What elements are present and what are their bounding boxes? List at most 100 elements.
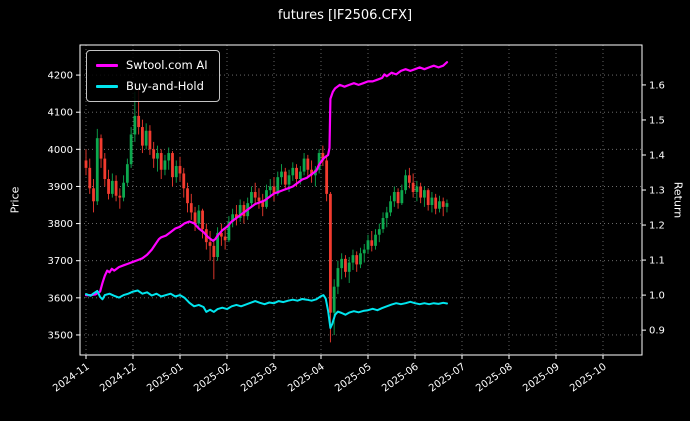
- candle-body: [92, 188, 95, 202]
- y-tick-label-left: 4200: [48, 71, 73, 82]
- candle-body: [344, 258, 347, 272]
- y-tick-label-left: 3700: [48, 256, 73, 267]
- candle-body: [419, 186, 423, 198]
- candle-body: [321, 153, 325, 161]
- candle-body: [141, 127, 144, 146]
- candle-body: [295, 167, 298, 180]
- candle-body: [325, 160, 329, 194]
- candle-body: [178, 166, 182, 174]
- candle-body: [95, 138, 99, 202]
- candle-body: [235, 214, 238, 219]
- x-tick-label: 2025-04: [286, 361, 327, 394]
- candle-body: [84, 160, 88, 168]
- candle-body: [434, 197, 438, 209]
- candle-body: [253, 192, 257, 198]
- candle-body: [306, 158, 310, 170]
- ai-line-swatch-icon: [96, 63, 118, 67]
- candle-body: [110, 180, 114, 194]
- candle-body: [133, 115, 137, 135]
- candle-body: [366, 240, 370, 250]
- x-tick-label: 2025-02: [192, 361, 233, 394]
- plot-border: [79, 44, 643, 356]
- candle-body: [118, 195, 122, 198]
- right-axis-label: Return: [671, 181, 685, 219]
- candle-body: [186, 188, 189, 204]
- candle-body: [317, 153, 321, 170]
- series-line-0: [84, 61, 449, 297]
- candle-body: [272, 186, 276, 194]
- legend-label-buyhold: Buy-and-Hold: [126, 79, 204, 93]
- candle-body: [163, 160, 167, 170]
- candle-body: [212, 245, 216, 257]
- chart-title: futures [IF2506.CFX]: [277, 8, 413, 23]
- candle-body: [216, 232, 219, 257]
- candle-body: [381, 218, 385, 230]
- candle-body: [302, 158, 306, 172]
- candle-body: [404, 175, 407, 191]
- candle-body: [268, 186, 272, 191]
- x-tick-label: 2025-10: [568, 361, 609, 394]
- y-tick-label-left: 3500: [48, 330, 73, 341]
- candle-body: [283, 171, 287, 185]
- y-tick-label-left: 4000: [48, 145, 73, 156]
- candle-body: [298, 171, 302, 180]
- candle-body: [144, 130, 148, 146]
- candle-body: [407, 175, 411, 183]
- y-tick-label-left: 3900: [48, 182, 73, 193]
- y-tick-label-left: 4100: [48, 108, 73, 119]
- candle-body: [103, 158, 107, 180]
- candle-body: [201, 210, 204, 230]
- x-tick-label: 2025-07: [427, 361, 468, 394]
- candle-body: [88, 167, 92, 189]
- candle-body: [385, 212, 389, 219]
- candle-body: [377, 229, 381, 235]
- x-tick-label: 2024-12: [98, 361, 139, 394]
- candle-body: [392, 192, 396, 202]
- candle-body: [374, 234, 377, 246]
- candle-body: [242, 205, 246, 217]
- candle-body: [167, 153, 171, 161]
- x-tick-label: 2024-11: [51, 361, 92, 394]
- candle-body: [291, 167, 295, 176]
- candle-body: [332, 286, 336, 313]
- candle-body: [257, 197, 261, 202]
- candle-body: [400, 190, 404, 204]
- y-tick-label-right: 1.3: [649, 186, 665, 197]
- candle-body: [152, 149, 156, 159]
- x-tick-label: 2025-08: [474, 361, 515, 394]
- candle-body: [223, 236, 227, 241]
- candle-body: [438, 201, 441, 209]
- candle-body: [137, 115, 141, 128]
- candle-body: [156, 153, 159, 159]
- candle-body: [227, 221, 231, 241]
- candle-body: [231, 214, 235, 222]
- candle-body: [347, 262, 351, 272]
- candle-body: [287, 175, 291, 185]
- candle-body: [310, 169, 313, 176]
- candle-body: [219, 232, 223, 237]
- candle-body: [280, 171, 283, 178]
- candle-body: [182, 173, 186, 189]
- legend-item-ai: Swtool.com AI: [96, 58, 208, 72]
- candle-body: [415, 186, 419, 193]
- candle-body: [99, 138, 103, 159]
- y-tick-label-right: 1.2: [649, 221, 665, 232]
- candle-body: [423, 190, 426, 198]
- y-tick-label-right: 1.1: [649, 256, 665, 267]
- candle-body: [389, 201, 392, 213]
- candle-body: [125, 164, 129, 183]
- legend-label-ai: Swtool.com AI: [126, 58, 208, 72]
- candle-body: [355, 255, 359, 265]
- candle-body: [362, 249, 366, 254]
- x-tick-label: 2025-03: [239, 361, 280, 394]
- x-tick-label: 2025-01: [145, 361, 186, 394]
- y-tick-label-right: 0.9: [649, 326, 665, 337]
- candle-body: [122, 182, 125, 198]
- candle-body: [411, 182, 415, 193]
- candle-body: [193, 212, 197, 224]
- candle-body: [329, 193, 332, 313]
- candle-body: [107, 179, 110, 194]
- candle-body: [189, 203, 193, 213]
- candle-body: [340, 258, 344, 269]
